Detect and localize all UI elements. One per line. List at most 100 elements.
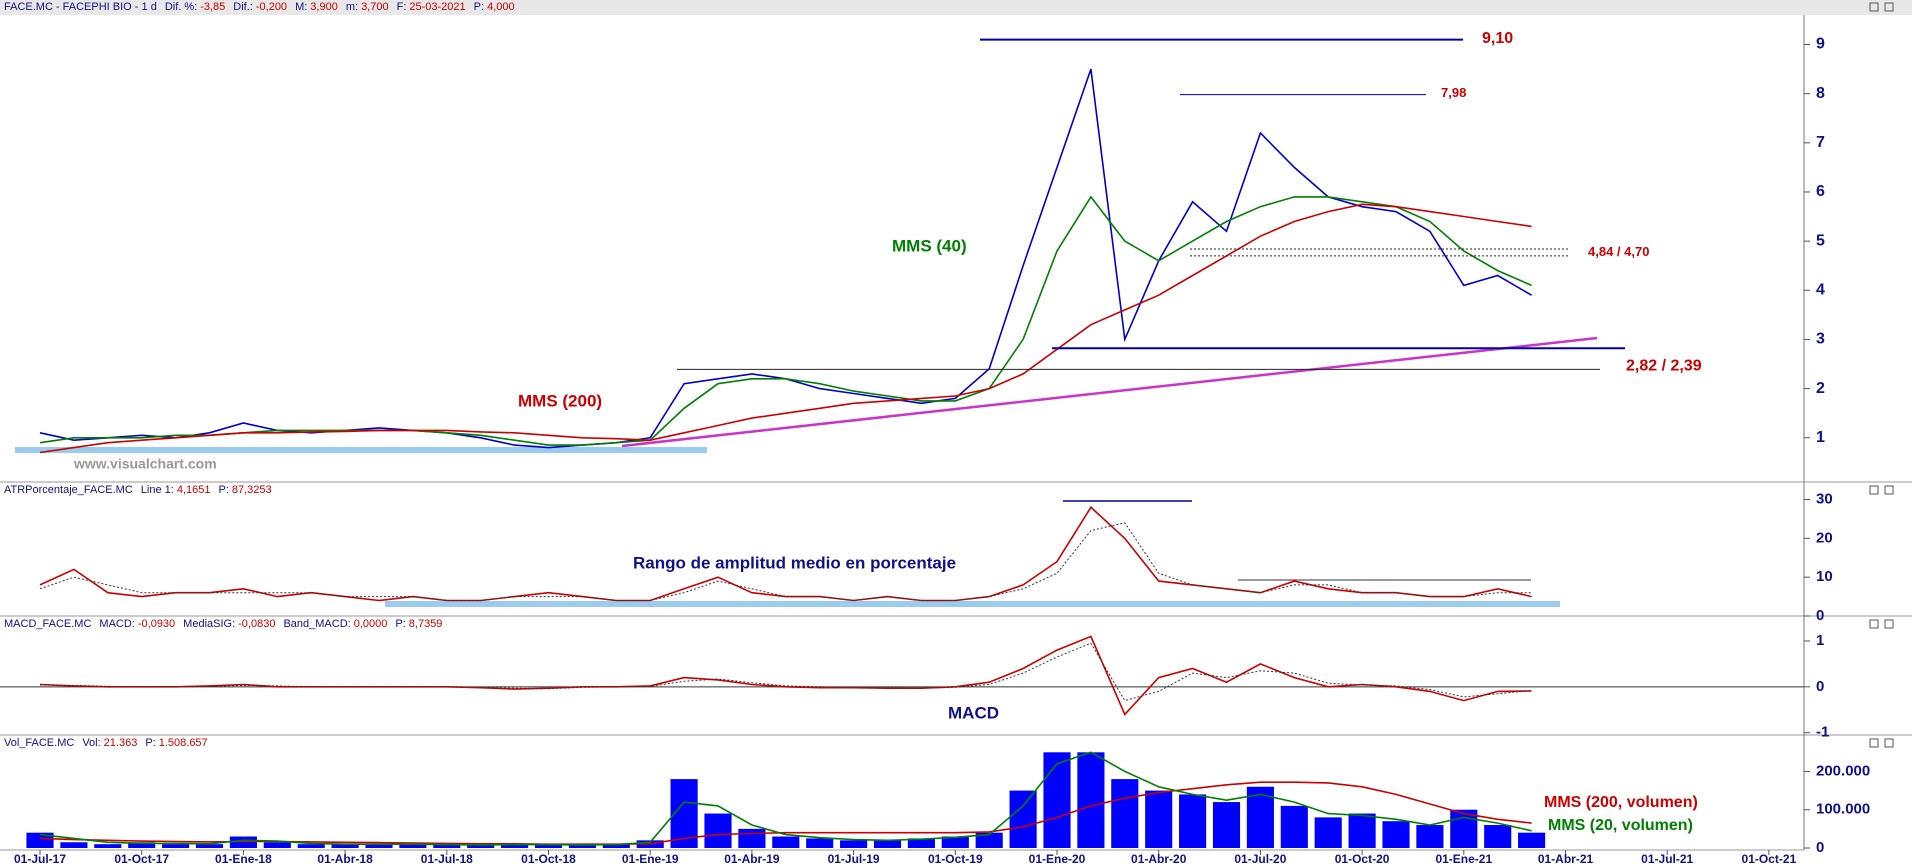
volume-bar (1518, 832, 1546, 848)
series-line (39, 635, 1532, 716)
header-label: M: (295, 1, 307, 13)
header-value: 1.508.657 (159, 737, 208, 749)
y-tick-label: 10 (1816, 568, 1833, 585)
header-label: Line 1: (141, 484, 174, 496)
y-tick-label: 5 (1816, 232, 1825, 249)
series-label: MMS (200) (518, 391, 602, 410)
volume-bar (1179, 794, 1207, 848)
volume-bar (263, 842, 291, 848)
y-tick-label: 7 (1816, 134, 1825, 151)
volume-bar (1212, 802, 1241, 848)
y-tick-label: 4 (1816, 282, 1825, 299)
header-value: -0,0830 (238, 618, 275, 630)
volume-bar (840, 840, 868, 848)
header-value: 4,000 (487, 1, 515, 13)
volume-bar (1416, 825, 1444, 848)
header-title: ATRPorcentaje_FACE.MC (4, 484, 133, 496)
volume-bar (1450, 809, 1478, 848)
level-label: 9,10 (1482, 30, 1513, 47)
series-line (39, 195, 1532, 446)
y-tick-label: 3 (1816, 331, 1825, 348)
series-line (39, 68, 1533, 449)
header-value: 87,3253 (232, 484, 272, 496)
y-tick-label: 200.000 (1816, 762, 1870, 779)
volume-bar (1043, 752, 1071, 848)
volume-bar (467, 844, 495, 848)
header-label: Band_MACD: (283, 618, 350, 630)
series-line (39, 751, 1532, 846)
volume-bar (399, 844, 427, 848)
header-label: P: (218, 484, 228, 496)
header-title: Vol_FACE.MC (4, 737, 74, 749)
volume-bar (1077, 752, 1105, 848)
x-tick-label: 01-Ene-21 (1435, 852, 1492, 866)
header-label: F: (397, 1, 407, 13)
volume-bar (975, 832, 1003, 848)
annotation: MACD (948, 703, 999, 722)
series-label: MMS (20, volumen) (1548, 817, 1693, 834)
x-tick-label: 01-Oct-21 (1742, 852, 1797, 866)
volume-bar (1145, 790, 1173, 848)
volume-bar (1280, 805, 1308, 848)
header-label: P: (145, 737, 155, 749)
panel-header: Vol_FACE.MC Vol: 21.363 P: 1.508.657 (4, 737, 208, 749)
header-value: 4,1651 (177, 484, 211, 496)
volume-bar (907, 838, 935, 848)
volume-bar (365, 844, 393, 848)
x-tick-label: 01-Oct-20 (1335, 852, 1390, 866)
volume-bar (195, 844, 224, 848)
x-tick-label: 01-Jul-18 (421, 852, 473, 866)
annotation: Rango de amplitud medio en porcentaje (633, 553, 956, 572)
header-bar (0, 0, 1912, 15)
volume-bar (162, 844, 190, 848)
y-tick-label: 20 (1816, 529, 1833, 546)
header-value: 21.363 (104, 737, 138, 749)
panel-header: FACE.MC - FACEPHI BIO - 1 d Dif. %: -3,85 D… (4, 1, 515, 13)
series-label: MMS (200, volumen) (1544, 794, 1698, 811)
series-label: MMS (40) (892, 236, 967, 255)
x-tick-label: 01-Ene-18 (215, 852, 272, 866)
header-value: 3,700 (361, 1, 389, 13)
x-tick-label: 01-Abr-20 (1131, 852, 1187, 866)
header-title: MACD_FACE.MC (4, 618, 91, 630)
header-label: Vol: (82, 737, 100, 749)
volume-bar (1111, 779, 1139, 848)
level-label: 2,82 / 2,39 (1626, 358, 1702, 375)
header-value: 25-03-2021 (409, 1, 465, 13)
x-tick-label: 01-Jul-19 (828, 852, 880, 866)
x-tick-label: 01-Abr-18 (317, 852, 373, 866)
x-tick-label: 01-Jul-17 (14, 852, 66, 866)
y-tick-label: 6 (1816, 183, 1825, 200)
volume-bar (772, 836, 800, 848)
series-line (39, 506, 1532, 602)
volume-bar (1382, 821, 1410, 848)
volume-bar (873, 840, 902, 848)
level-label: 4,84 / 4,70 (1588, 244, 1649, 259)
series-line (39, 642, 1532, 702)
watermark: www.visualchart.com (73, 456, 217, 472)
header-value: 3,900 (310, 1, 338, 13)
y-tick-label: 1 (1816, 429, 1825, 446)
volume-bar (433, 844, 461, 848)
volume-bar (568, 844, 596, 848)
volume-bar (1009, 790, 1037, 848)
volume-bar (704, 813, 732, 848)
volume-bar (1314, 817, 1342, 848)
header-label: MACD: (99, 618, 134, 630)
header-value: 0,0000 (354, 618, 388, 630)
panel-header: MACD_FACE.MC MACD: -0,0930 MediaSIG: -0,0830… (4, 618, 442, 630)
header-value: 8,7359 (409, 618, 443, 630)
header-value: -0,0930 (138, 618, 175, 630)
x-tick-label: 01-Oct-19 (928, 852, 983, 866)
y-tick-label: 9 (1816, 36, 1825, 53)
header-label: MediaSIG: (183, 618, 235, 630)
x-tick-label: 01-Jul-21 (1641, 852, 1693, 866)
window-buttons (1869, 2, 1894, 748)
volume-bar (331, 844, 359, 848)
y-tick-label: 100.000 (1816, 801, 1870, 818)
volume-bar (297, 844, 325, 848)
volume-bar (60, 842, 88, 848)
x-tick-label: 01-Ene-20 (1029, 852, 1086, 866)
header-value: -0,200 (256, 1, 287, 13)
